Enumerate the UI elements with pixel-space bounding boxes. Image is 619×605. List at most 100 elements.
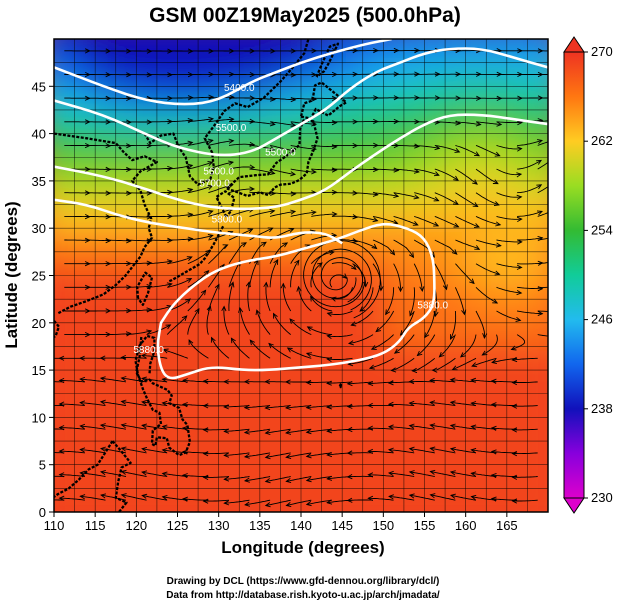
streamline-arrowhead <box>120 469 127 475</box>
streamline <box>290 168 316 173</box>
field-cell <box>198 180 220 206</box>
streamline <box>537 161 548 170</box>
field-cell <box>403 370 426 395</box>
streamline <box>475 310 485 338</box>
streamline <box>269 210 296 217</box>
streamline-arrowhead <box>146 260 153 266</box>
streamline <box>167 119 193 123</box>
streamline-arrowhead <box>433 311 439 318</box>
streamline <box>452 357 477 371</box>
x-tick-label: 165 <box>496 518 518 533</box>
field-cell <box>259 86 282 111</box>
streamline <box>475 192 500 206</box>
streamline-arrowhead <box>269 169 276 176</box>
streamline <box>434 168 459 181</box>
streamline <box>141 355 168 359</box>
streamline <box>105 192 131 194</box>
field-cell <box>177 417 200 443</box>
field-cell <box>424 464 447 490</box>
streamline <box>306 476 332 481</box>
streamline <box>126 285 152 288</box>
streamline <box>329 274 347 288</box>
streamline-arrowhead <box>228 138 235 144</box>
streamline-arrowhead <box>511 474 518 480</box>
streamline <box>256 310 271 335</box>
streamline <box>414 192 439 202</box>
streamline-arrowhead <box>492 179 499 185</box>
streamline <box>146 260 172 265</box>
streamline-arrowhead <box>210 336 216 343</box>
field-cell <box>198 370 220 395</box>
streamline <box>249 227 273 241</box>
streamline <box>409 448 435 454</box>
streamline-arrowhead <box>559 72 564 76</box>
field-cell <box>198 86 220 111</box>
streamline <box>187 290 206 312</box>
streamline <box>290 97 316 100</box>
field-cell <box>383 441 405 466</box>
field-cell <box>54 322 76 348</box>
streamline-arrowhead <box>511 403 518 409</box>
streamline-arrowhead <box>414 143 421 149</box>
y-tick-label: 30 <box>32 221 46 236</box>
field-cell <box>506 133 529 159</box>
field-cell <box>95 393 117 419</box>
streamline-arrowhead <box>39 498 44 502</box>
streamline <box>471 496 497 501</box>
field-cell <box>403 62 426 88</box>
streamline-arrowhead <box>367 380 374 387</box>
streamline-arrowhead <box>331 211 338 217</box>
field-cell <box>259 228 282 253</box>
streamline-arrowhead <box>305 453 312 459</box>
streamline <box>475 239 501 247</box>
field-cell <box>95 275 117 301</box>
high-center-spiral <box>303 240 381 319</box>
streamline-arrowhead <box>223 476 230 482</box>
streamline-arrowhead <box>264 454 271 460</box>
streamline-arrowhead <box>393 167 400 173</box>
streamline <box>228 143 255 146</box>
streamline-arrowhead <box>375 326 382 333</box>
field-cell <box>342 109 364 135</box>
streamline-arrowhead <box>161 400 168 406</box>
streamline-arrowhead <box>208 94 215 100</box>
streamline <box>306 352 332 359</box>
contour-5400.0 <box>54 39 392 106</box>
streamline-arrowhead <box>223 379 229 385</box>
streamline <box>496 215 522 220</box>
streamline-arrowhead <box>286 347 293 353</box>
x-tick-label: 130 <box>208 518 230 533</box>
streamline <box>491 357 518 363</box>
field-cell <box>54 109 76 135</box>
field-cell <box>301 204 323 230</box>
field-cell <box>321 488 344 512</box>
contour-label: 5400.0 <box>224 83 255 94</box>
field-cell <box>280 393 302 419</box>
streamline-arrowhead <box>185 298 192 304</box>
streamline <box>537 120 548 123</box>
streamline-arrowhead <box>438 352 445 358</box>
streamline <box>475 215 501 226</box>
temperature-field <box>54 39 548 512</box>
streamline-arrowhead <box>181 315 188 321</box>
field-cell <box>527 39 548 41</box>
x-tick-label: 135 <box>249 518 271 533</box>
streamline-arrowhead <box>490 496 497 502</box>
streamline-arrowhead <box>537 139 543 145</box>
field-cell <box>465 322 488 348</box>
streamline <box>352 215 378 222</box>
streamline-arrowhead <box>536 210 543 216</box>
streamline <box>393 215 418 226</box>
streamline <box>182 451 209 454</box>
streamline <box>208 161 234 170</box>
streamline <box>59 450 85 454</box>
field-cell <box>239 417 261 443</box>
colorbar-min-arrow <box>563 497 585 514</box>
field-cell <box>321 204 344 230</box>
streamline <box>359 287 374 312</box>
field-cell <box>198 204 220 230</box>
streamline-arrowhead <box>238 306 244 313</box>
high-center-spiral <box>320 257 363 303</box>
plot-area: 5400.0 5500.0 5500.0 5600.0 5700.0 5800.0 5880… <box>39 38 564 513</box>
streamline-arrowhead <box>429 423 436 429</box>
